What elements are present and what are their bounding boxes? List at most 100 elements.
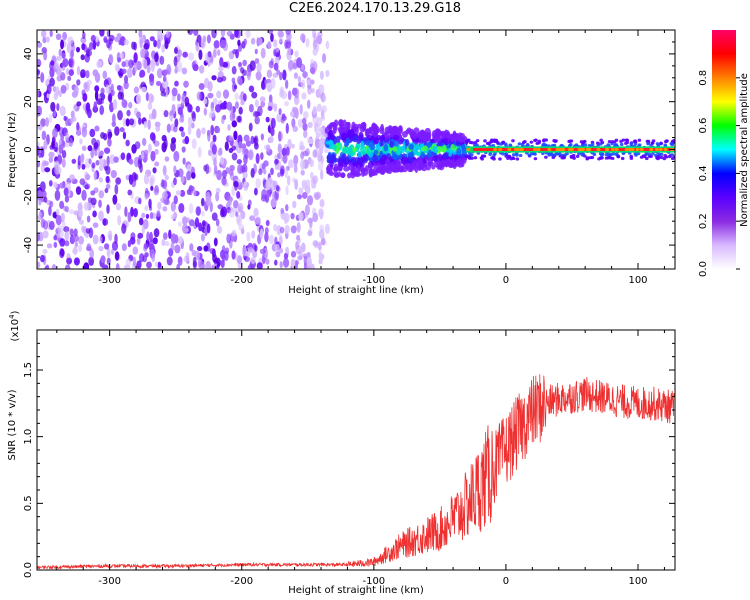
spectrogram-cell xyxy=(286,175,291,186)
spectrogram-cell xyxy=(104,147,111,154)
spectrogram-cell xyxy=(417,158,423,167)
spectrogram-cell xyxy=(92,222,99,228)
spectrogram-cell xyxy=(270,198,277,208)
spectrogram-cell xyxy=(285,204,289,212)
spectrogram-cell xyxy=(121,61,127,68)
spectrogram-cell xyxy=(219,249,226,260)
spectrogram-cell xyxy=(234,30,239,38)
spectrogram-cell xyxy=(385,158,391,167)
spectrogram-cell xyxy=(243,134,250,142)
spectrogram-cell xyxy=(136,93,142,105)
spectrogram-cell xyxy=(50,60,55,66)
spectrogram-cell xyxy=(325,140,332,145)
spectrogram-cell xyxy=(73,85,79,96)
spectrogram-cell xyxy=(366,134,374,141)
spectrogram-cell xyxy=(228,169,234,176)
colorbar-gradient xyxy=(712,30,736,269)
spectrogram-cell xyxy=(542,142,546,146)
spectrogram-cell xyxy=(60,39,65,50)
spectrogram-cell xyxy=(209,248,216,255)
spectrogram-cell xyxy=(320,169,324,180)
spectrogram-cell xyxy=(231,250,236,260)
spectrogram-cell xyxy=(66,257,72,265)
spectrogram-cell xyxy=(441,134,447,139)
spectrogram-cell xyxy=(242,171,248,179)
spectrogram-cell xyxy=(296,221,301,233)
spectrogram-cell xyxy=(100,255,106,264)
spectrogram-cell xyxy=(357,123,362,129)
spectrogram-cell xyxy=(228,199,232,206)
spectrogram-cell xyxy=(299,140,304,150)
spectrogram-cell xyxy=(76,122,80,131)
spectrogram-cell xyxy=(146,65,151,74)
spectrogram-cell xyxy=(283,252,289,260)
spectrogram-cell xyxy=(360,145,367,154)
spectrogram-cell xyxy=(117,110,123,121)
spectrogram-cell xyxy=(156,39,161,49)
spectrogram-cell xyxy=(122,117,127,127)
spectrogram-cell xyxy=(639,155,644,159)
spectrogram-cell xyxy=(153,39,158,48)
spectrogram-cell xyxy=(490,138,494,142)
spectrogram-cell xyxy=(211,30,217,39)
spectrogram-cell xyxy=(164,241,170,247)
spectrogram-cell xyxy=(95,159,100,166)
spectrogram-cell xyxy=(509,157,513,161)
spectrogram-cell xyxy=(188,203,194,214)
spectrogram-cell xyxy=(71,158,77,164)
spectrogram-cell xyxy=(115,177,122,185)
spectrogram-cell xyxy=(511,139,515,143)
spectrogram-cell xyxy=(177,93,181,102)
spectrogram-cell xyxy=(118,72,123,79)
spectrogram-cell xyxy=(646,139,651,143)
spectrogram-cell xyxy=(109,154,116,165)
spectrogram-cell xyxy=(165,31,171,39)
spectrogram-cell xyxy=(43,139,48,150)
spectrogram-cell xyxy=(177,49,182,58)
x-tick-label: -100 xyxy=(362,576,385,587)
spectrogram-cell xyxy=(218,65,224,72)
spectrogram-cell xyxy=(393,126,399,136)
snr-plot-area xyxy=(37,330,675,570)
spectrogram-cell xyxy=(200,197,205,207)
spectrogram-cell xyxy=(180,176,185,183)
spectrogram-cell xyxy=(139,253,145,263)
spectrogram-cell xyxy=(273,39,278,48)
spectrogram-cell xyxy=(504,143,508,148)
snr-y-axis-label: SNR (10 * v/v) xyxy=(7,389,18,460)
spectrogram-cell xyxy=(141,212,146,219)
spectrogram-cell xyxy=(59,238,66,247)
spectrogram-cell xyxy=(173,195,178,205)
spectrogram-cell xyxy=(221,75,227,82)
spectrogram-cell xyxy=(598,156,603,160)
spectrogram-cell xyxy=(292,200,297,209)
spectrogram-cell xyxy=(265,219,270,227)
spectrogram-cell xyxy=(454,159,461,167)
spectrogram-cell xyxy=(242,93,247,102)
spectrogram-cell xyxy=(292,106,298,116)
spectrogram-cell xyxy=(81,43,86,51)
spectrogram-cell xyxy=(63,187,69,197)
spectrogram-cell xyxy=(105,183,111,190)
spectrogram-cell xyxy=(79,154,84,166)
spectrogram-cell xyxy=(541,151,545,156)
spectrogram-cell xyxy=(121,99,128,108)
spectrogram-cell xyxy=(45,264,50,269)
spectrogram-cell xyxy=(174,234,179,244)
spectrogram-cell xyxy=(281,147,287,157)
spectrogram-peak xyxy=(614,148,619,151)
spectrogram-cell xyxy=(275,251,281,258)
spectrogram-cell xyxy=(397,126,403,135)
spectrogram-x-axis-label: Height of straight line (km) xyxy=(288,285,424,296)
spectrogram-cell xyxy=(314,122,319,129)
spectrogram-cell xyxy=(86,243,92,251)
spectrogram-cell xyxy=(294,260,298,269)
spectrogram-cell xyxy=(651,152,655,156)
spectrogram-cell xyxy=(87,145,93,152)
spectrogram-cell xyxy=(582,139,587,144)
spectrogram-cell xyxy=(98,245,104,252)
spectrogram-cell xyxy=(85,70,90,79)
spectrogram-cell xyxy=(96,60,103,68)
spectrogram-cell xyxy=(207,50,212,58)
spectrogram-cell xyxy=(266,144,271,153)
